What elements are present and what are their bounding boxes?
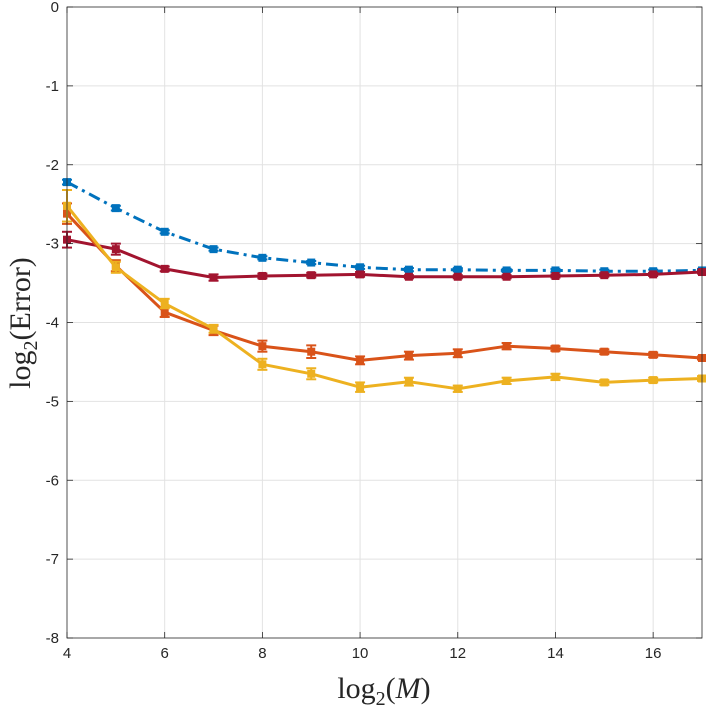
series-yellow-solid-line [65,204,703,391]
y-tick-label: -2 [46,157,59,174]
data-point [649,270,658,279]
x-axis-title: log2(M) [337,672,430,708]
y-axis-title: log2(Error) [4,257,42,389]
data-point [258,253,267,262]
x-tick-label: 12 [449,645,466,662]
data-point [209,245,218,254]
series-blue-dashdot-line [66,180,703,273]
data-point [453,272,462,281]
data-point [356,270,365,279]
y-tick-label: -3 [46,236,59,253]
data-point [453,384,462,393]
x-tick-label: 16 [645,645,662,662]
data-point [209,273,218,282]
data-point [160,264,169,273]
data-point [258,342,267,351]
data-point [111,263,120,272]
y-tick-label: -7 [46,551,59,568]
data-point [307,347,316,356]
data-point [453,349,462,358]
series-layer [62,178,706,393]
data-point [404,272,413,281]
series-darkred-solid-line [66,238,703,279]
data-point [600,347,609,356]
series-yellow-solid [62,188,706,393]
data-point [111,245,120,254]
y-tick-label: -1 [46,78,59,95]
data-point [502,266,511,275]
data-point [551,344,560,353]
x-tick-label: 8 [258,645,266,662]
y-tick-label: -5 [46,393,59,410]
y-tick-label: 0 [51,0,59,16]
x-tick-label: 4 [63,645,71,662]
x-tick-label: 10 [352,645,369,662]
data-point [453,265,462,274]
y-tick-label: -4 [46,315,59,332]
grid [67,7,702,638]
x-tick-label: 14 [547,645,564,662]
data-point [356,383,365,392]
data-point [307,271,316,280]
data-point [356,356,365,365]
series-orange-solid-line [65,212,703,362]
data-point [356,263,365,272]
x-tick-label: 6 [161,645,169,662]
data-point [160,299,169,308]
data-point [160,227,169,236]
data-point [502,272,511,281]
data-point [258,271,267,280]
data-point [404,265,413,274]
data-point [307,258,316,267]
data-point [502,376,511,385]
data-point [160,308,169,317]
y-tick-label: -6 [46,472,59,489]
data-point [649,350,658,359]
data-point [649,376,658,385]
ticks: 4 6 8 10 12 14 16 0 -1 -2 -3 -4 -5 -6 -7 -8 [46,0,702,662]
data-point [551,372,560,381]
data-point [600,271,609,280]
data-point [209,324,218,333]
data-point [551,266,560,275]
data-point [404,351,413,360]
data-point [307,369,316,378]
data-point [258,360,267,369]
data-point [111,204,120,213]
data-point [551,271,560,280]
data-point [502,342,511,351]
y-tick-label: -8 [46,630,59,647]
data-point [600,378,609,387]
data-point [404,377,413,386]
